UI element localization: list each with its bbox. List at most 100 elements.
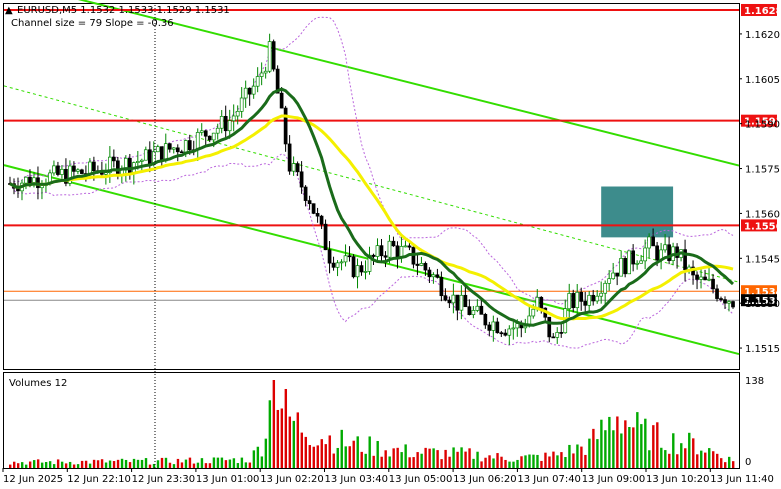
candle-body: [379, 245, 384, 257]
volume-bar: [344, 446, 347, 468]
volume-bar: [396, 447, 399, 468]
volume-bar: [64, 463, 68, 468]
volume-bar: [632, 427, 635, 468]
volume-bar: [664, 450, 667, 468]
volume-bar: [88, 463, 92, 468]
candle-body: [363, 271, 368, 273]
candle-body: [343, 255, 348, 263]
volume-bar: [576, 444, 579, 468]
volume-bar: [436, 450, 439, 468]
candle-body: [211, 132, 216, 141]
channel-upper-line: [77, 0, 740, 167]
candle-body: [187, 140, 192, 151]
time-tick-label: 13 Jun 03:40: [325, 474, 389, 485]
candle-body: [703, 276, 707, 281]
candle-body: [127, 157, 132, 174]
candle-body: [139, 159, 144, 162]
price-tick-label: 1.1545: [745, 254, 780, 265]
volume-bar: [304, 436, 307, 468]
candle-body: [155, 146, 160, 153]
zone-layer: [601, 186, 674, 238]
volume-bar: [440, 459, 443, 468]
volume-bar: [704, 452, 707, 468]
volume-bar: [464, 451, 467, 468]
candle-body: [559, 332, 564, 334]
candle-body: [643, 247, 647, 262]
volume-bar: [168, 462, 172, 468]
volume-bar: [412, 457, 415, 468]
candle-body: [375, 245, 380, 257]
volume-bar: [420, 453, 423, 468]
volume-bar: [648, 450, 651, 468]
volume-bar: [628, 427, 631, 468]
volume-bar: [228, 459, 232, 468]
volume-bar: [96, 460, 100, 468]
time-tick-label: 12 Jun 23:30: [132, 474, 196, 485]
candle-body: [439, 277, 444, 297]
volume-bar: [216, 457, 220, 468]
current-price-label-1: 1.1531: [744, 296, 781, 307]
candle-body: [179, 151, 184, 154]
volume-bar: [28, 461, 32, 468]
volume-bar: [672, 433, 675, 468]
candle-body: [115, 160, 120, 176]
ma-fast-line: [9, 87, 735, 327]
candle-body: [495, 321, 500, 334]
volume-bar: [476, 451, 479, 468]
volume-bar: [692, 438, 695, 468]
price-tick-label: 1.1530: [745, 299, 780, 310]
volume-bar: [260, 456, 264, 468]
candle-body: [112, 156, 116, 162]
volume-bar: [652, 425, 655, 468]
candle-body: [611, 272, 616, 280]
candle-body: [347, 255, 352, 258]
volume-bar: [156, 460, 160, 468]
up-arrow-icon: ▲: [5, 5, 13, 16]
candle-body: [663, 244, 667, 251]
candle-body: [507, 328, 512, 336]
volume-bar: [696, 454, 699, 468]
candle-body: [475, 305, 480, 311]
volume-bar: [284, 388, 288, 468]
volume-bar: [612, 430, 615, 468]
candle-body: [427, 269, 432, 278]
candle-body: [711, 278, 715, 290]
volume-bar: [356, 436, 359, 468]
candle-body: [651, 236, 655, 247]
candle-body: [587, 294, 592, 306]
volume-bar: [604, 430, 607, 468]
volume-bar: [508, 461, 511, 468]
volume-bar: [660, 447, 663, 468]
volume-bar: [80, 460, 84, 468]
candle-body: [147, 149, 152, 165]
volume-bar: [204, 463, 208, 468]
candle-body: [623, 258, 628, 275]
volume-bar: [148, 464, 152, 468]
volume-bar: [544, 452, 547, 468]
volume-bar: [40, 462, 44, 468]
volume-bar: [564, 457, 567, 468]
volume-bar: [104, 462, 108, 468]
volume-bar: [200, 458, 204, 468]
volume-bar: [76, 464, 80, 468]
volume-bar: [460, 447, 463, 468]
candle-body: [231, 115, 236, 122]
level-label-2: 1.1556: [744, 221, 781, 232]
candle-body: [351, 256, 356, 278]
volume-bar: [500, 456, 503, 468]
volume-bar: [600, 419, 603, 468]
candle-body: [667, 244, 671, 261]
candle-body: [159, 146, 164, 162]
volume-bar: [676, 454, 679, 468]
volume-bar: [444, 449, 447, 468]
volume-bar: [184, 459, 188, 468]
volume-bar: [608, 416, 611, 468]
candle-body: [627, 250, 631, 275]
volume-bar: [268, 400, 272, 468]
volume-bar: [328, 435, 331, 468]
volume-bar: [548, 456, 551, 468]
candle-body: [491, 321, 496, 331]
volume-bar: [256, 446, 260, 468]
candle-body: [239, 97, 244, 112]
volume-bar: [128, 462, 132, 468]
